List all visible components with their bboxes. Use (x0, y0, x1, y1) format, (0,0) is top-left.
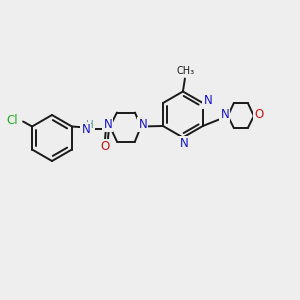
Text: N: N (203, 94, 212, 107)
Text: H: H (86, 121, 94, 130)
Text: Cl: Cl (7, 114, 18, 127)
Text: N: N (82, 123, 90, 136)
Text: N: N (220, 107, 229, 121)
Text: N: N (103, 118, 112, 131)
Text: N: N (139, 118, 147, 131)
Text: O: O (254, 107, 263, 121)
Text: N: N (179, 137, 188, 150)
Text: CH₃: CH₃ (177, 67, 195, 76)
Text: O: O (100, 140, 110, 153)
